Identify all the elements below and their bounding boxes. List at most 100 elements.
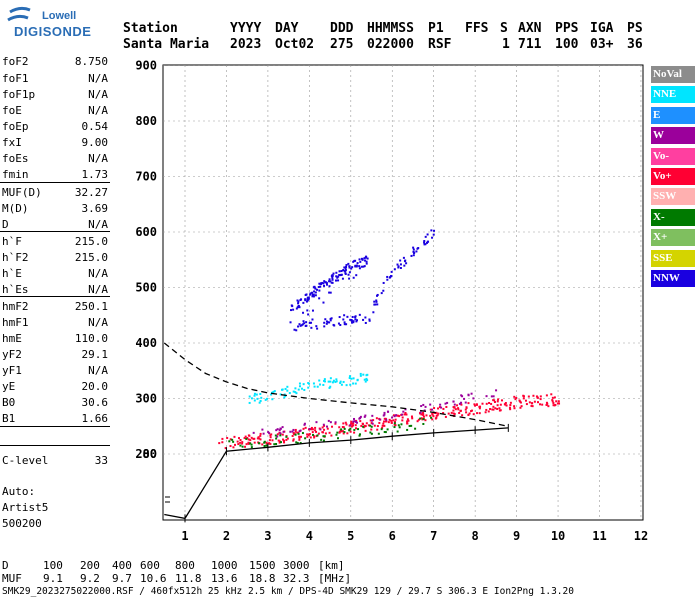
data-point	[221, 441, 224, 444]
data-point	[301, 323, 304, 326]
data-point	[343, 314, 346, 317]
data-point	[492, 395, 495, 398]
legend-item: SSW	[651, 188, 695, 206]
data-point	[359, 415, 362, 418]
data-point	[393, 423, 396, 426]
data-point	[447, 412, 450, 415]
data-point	[485, 408, 488, 411]
data-point	[351, 266, 354, 269]
data-point	[343, 431, 346, 434]
data-point	[319, 283, 322, 286]
data-point	[313, 290, 316, 293]
data-point	[351, 321, 354, 324]
data-point	[298, 306, 301, 309]
data-point	[350, 420, 353, 423]
muf-value: 9.7	[112, 572, 132, 585]
data-point	[344, 272, 347, 275]
data-point	[509, 401, 512, 404]
data-point	[311, 295, 314, 298]
data-point	[362, 425, 365, 428]
data-point	[349, 383, 352, 386]
data-point	[426, 233, 429, 236]
data-point	[399, 259, 402, 262]
data-point	[349, 318, 352, 321]
data-point	[357, 428, 360, 431]
data-point	[269, 442, 272, 445]
data-point	[481, 402, 484, 405]
data-point	[331, 274, 334, 277]
data-point	[515, 396, 518, 399]
data-point	[348, 265, 351, 268]
data-point	[250, 446, 253, 449]
param-value: N/A	[88, 104, 108, 117]
trace-dashed	[163, 342, 509, 427]
data-point	[375, 417, 378, 420]
data-point	[394, 418, 397, 421]
header-value: Oct02	[275, 37, 315, 52]
data-point	[299, 435, 302, 438]
data-point	[405, 262, 408, 265]
data-point	[551, 396, 554, 399]
data-point	[369, 424, 372, 427]
data-point	[243, 437, 246, 440]
data-point	[239, 441, 242, 444]
param-value: 33	[94, 454, 108, 467]
data-point	[460, 403, 463, 406]
data-point	[372, 419, 375, 422]
data-point	[329, 385, 332, 388]
data-point	[364, 321, 367, 324]
data-point	[453, 406, 456, 409]
plot-frame	[162, 64, 644, 521]
data-point	[248, 401, 251, 404]
data-point	[316, 288, 319, 291]
data-point	[333, 324, 336, 327]
param-name: foE	[2, 104, 22, 117]
data-point	[323, 380, 326, 383]
data-point	[310, 428, 313, 431]
data-point	[313, 435, 316, 438]
data-point	[314, 287, 317, 290]
data-point	[419, 411, 422, 414]
data-point	[536, 396, 539, 399]
legend-item: NNW	[651, 270, 695, 287]
data-point	[298, 435, 301, 438]
legend-item: NoVal	[651, 66, 695, 83]
data-point	[422, 412, 425, 415]
data-point	[352, 420, 355, 423]
data-point	[421, 418, 424, 421]
data-point	[412, 254, 415, 257]
header-label: P1	[428, 21, 444, 36]
data-point	[340, 383, 343, 386]
data-point	[358, 258, 361, 261]
data-point	[398, 426, 401, 429]
data-point	[345, 323, 348, 326]
data-point	[299, 429, 302, 432]
data-point	[260, 396, 263, 399]
data-point	[306, 296, 309, 299]
data-point	[253, 437, 256, 440]
data-point	[270, 433, 273, 436]
data-point	[236, 440, 239, 443]
data-point	[355, 421, 358, 424]
distance-value: 200	[80, 559, 100, 572]
x-tick-label: 4	[306, 529, 313, 543]
data-point	[348, 377, 351, 380]
data-point	[310, 321, 313, 324]
param-name: fmin	[2, 168, 29, 181]
data-point	[450, 411, 453, 414]
data-point	[367, 424, 370, 427]
data-point	[345, 265, 348, 268]
param-row: B0 30.6	[2, 396, 108, 410]
data-point	[505, 404, 508, 407]
data-point	[311, 428, 314, 431]
data-point	[318, 282, 321, 285]
muf-value: 9.2	[80, 572, 100, 585]
data-point	[276, 435, 279, 438]
data-point	[545, 394, 548, 397]
data-point	[390, 419, 393, 422]
data-point	[258, 401, 261, 404]
distance-value: 1000	[211, 559, 238, 572]
data-point	[458, 411, 461, 414]
param-row: h`E N/A	[2, 267, 108, 281]
header-label: S	[500, 21, 508, 36]
